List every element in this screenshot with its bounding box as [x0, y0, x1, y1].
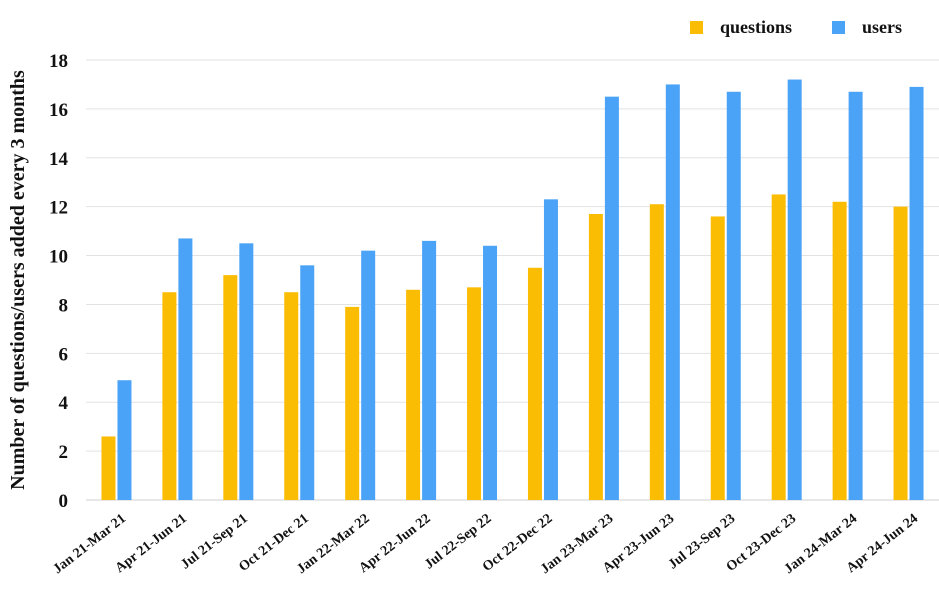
bar-users-1 [178, 238, 193, 500]
bars [101, 79, 924, 501]
bar-questions-10 [710, 216, 725, 500]
bar-users-0 [117, 380, 132, 500]
bar-questions-9 [649, 204, 664, 500]
bar-users-3 [300, 265, 315, 500]
y-tick-label: 2 [59, 442, 69, 463]
legend-swatch-questions [690, 21, 703, 34]
legend-label-users: users [862, 17, 902, 37]
bar-users-10 [726, 91, 741, 501]
bar-questions-1 [162, 292, 177, 500]
bar-users-7 [543, 199, 558, 501]
y-tick-label: 6 [59, 344, 69, 365]
bar-questions-8 [588, 214, 603, 500]
bar-users-6 [483, 245, 498, 500]
bar-questions-6 [467, 287, 482, 500]
bar-users-13 [909, 86, 924, 500]
bar-users-4 [361, 250, 376, 500]
bar-users-11 [787, 79, 802, 501]
bar-questions-13 [893, 206, 908, 500]
y-tick-label: 4 [59, 393, 69, 414]
bar-questions-3 [284, 292, 299, 500]
y-tick-label: 8 [59, 295, 69, 316]
bar-users-12 [848, 91, 863, 501]
bar-questions-7 [527, 267, 542, 500]
legend-label-questions: questions [720, 17, 792, 37]
y-tick-label: 16 [49, 100, 68, 121]
y-axis-label: Number of questions/users added every 3 … [7, 70, 29, 490]
bar-questions-0 [101, 436, 116, 500]
bar-questions-2 [223, 275, 238, 500]
y-tick-label: 12 [49, 198, 68, 219]
y-tick-label: 10 [49, 247, 68, 268]
bar-users-9 [665, 84, 680, 500]
y-tick-label: 18 [49, 51, 68, 72]
y-tick-label: 0 [59, 491, 69, 512]
y-axis-ticks: 0 2 4 6 8 10 12 14 16 18 [49, 51, 69, 512]
legend-swatch-users [832, 21, 845, 34]
bar-questions-12 [832, 201, 847, 500]
legend: questions users [690, 17, 902, 37]
bar-questions-4 [345, 306, 360, 500]
gridlines [86, 59, 939, 501]
bar-users-2 [239, 243, 254, 501]
bar-users-8 [604, 96, 619, 501]
y-tick-label: 14 [49, 149, 69, 170]
bar-questions-11 [771, 194, 786, 500]
bar-questions-5 [406, 289, 421, 500]
bar-users-5 [422, 240, 437, 500]
